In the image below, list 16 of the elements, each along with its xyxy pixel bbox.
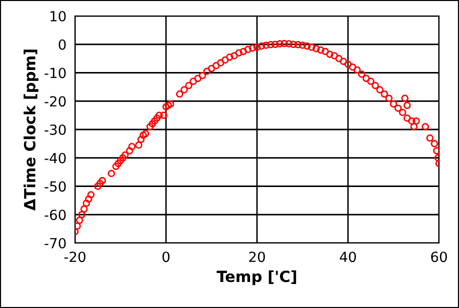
x-tick-label: -20 — [64, 252, 86, 262]
x-tick-label: 0 — [162, 252, 170, 262]
x-tick-label: 40 — [340, 252, 356, 262]
y-tick-label: -50 — [44, 181, 66, 192]
x-axis-title: Temp ['C] — [216, 270, 296, 286]
y-tick-label: -40 — [44, 152, 66, 164]
x-tick-label: 20 — [249, 252, 265, 262]
y-axis-title: ΔTime Clock [ppm] — [24, 50, 38, 211]
y-tick-label: -20 — [44, 96, 66, 107]
y-tick-label: -70 — [44, 238, 66, 248]
y-tick-label: 10 — [50, 10, 66, 22]
x-tick-label: 60 — [431, 252, 447, 262]
y-tick-label: 0 — [58, 39, 66, 50]
y-tick-label: -30 — [44, 124, 66, 135]
y-tick-label: -60 — [44, 210, 66, 220]
y-tick-label: -10 — [44, 68, 66, 78]
